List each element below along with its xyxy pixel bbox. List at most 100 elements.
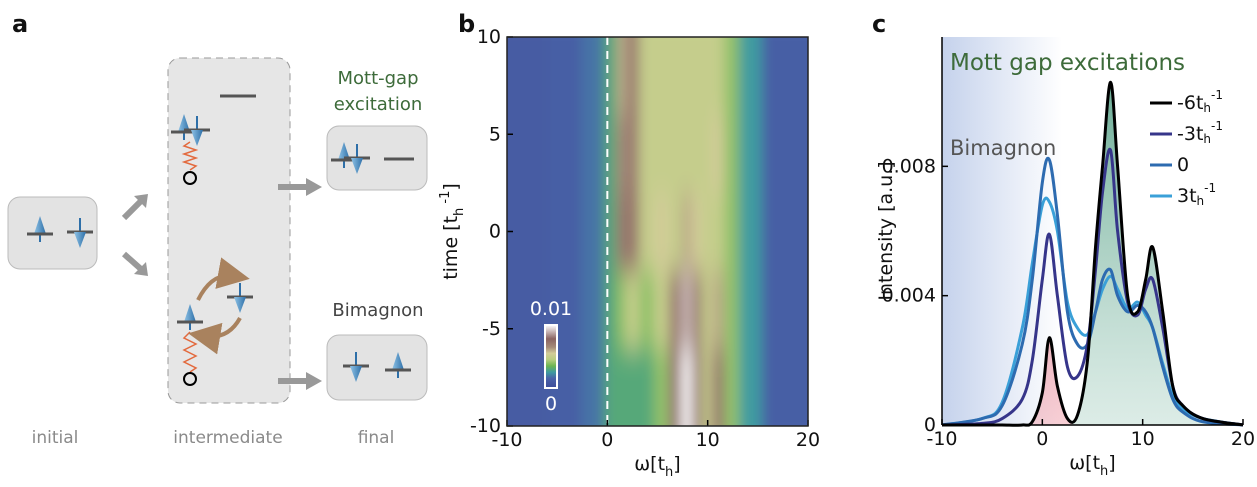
- heat-cell: [724, 269, 742, 350]
- y-tick-label: 10: [477, 26, 501, 48]
- heat-cell: [681, 37, 694, 116]
- heat-cell: [761, 191, 808, 272]
- label-part: h: [1197, 194, 1205, 208]
- heat-cell: [701, 347, 714, 426]
- label-part: -1: [1204, 181, 1216, 195]
- legend-label: -3th-1: [1177, 119, 1223, 146]
- heat-cell: [626, 113, 641, 194]
- colorbar-label: 0: [545, 393, 557, 415]
- heat-cell: [507, 347, 549, 426]
- line: [941, 156, 1244, 427]
- label-part: time [t: [440, 216, 462, 280]
- panel-label: c: [872, 10, 886, 38]
- heat-cell: [638, 269, 656, 350]
- heat-cell: [691, 191, 704, 272]
- heat-cell: [691, 347, 704, 426]
- x-tick-label: 10: [696, 429, 720, 451]
- heat-cell: [653, 37, 672, 116]
- y-tick-label: 0: [489, 221, 501, 243]
- arrow: [122, 251, 144, 273]
- heat-cell: [711, 37, 727, 116]
- heat-cell: [761, 113, 808, 194]
- x-tick-label: 20: [1231, 428, 1255, 450]
- line: [941, 147, 1244, 427]
- heat-cell: [724, 113, 742, 194]
- heat-cell: [638, 347, 656, 426]
- heat-cell: [739, 191, 764, 272]
- heat-cell: [701, 113, 714, 194]
- heat-cell: [739, 113, 764, 194]
- label-part: ω[t: [634, 453, 665, 475]
- heat-cell: [626, 347, 641, 426]
- intermediate-box: [167, 57, 291, 404]
- heat-cell: [669, 269, 684, 350]
- y-tick-label: 0.004: [882, 285, 936, 307]
- heat-cell: [711, 113, 727, 194]
- heat-cell: [581, 269, 606, 350]
- label-part: -1: [1211, 88, 1223, 102]
- x-tick-label: 20: [796, 429, 820, 451]
- heat-cell: [616, 347, 629, 426]
- annotation: Bimagnon: [950, 136, 1056, 160]
- panel-label: b: [458, 10, 475, 38]
- heat-cell: [701, 269, 714, 350]
- legend-label: 3th-1: [1177, 181, 1216, 208]
- label: Mott-gap: [337, 68, 418, 89]
- x-tick-label: -10: [491, 429, 522, 451]
- heat-cell: [653, 347, 672, 426]
- label: excitation: [334, 94, 423, 115]
- heat-cell: [691, 269, 704, 350]
- heat-cell: [739, 347, 764, 426]
- label-part: -6t: [1177, 92, 1203, 114]
- arrow: [121, 197, 145, 221]
- heat-cell: [724, 37, 742, 116]
- heat-cell: [669, 191, 684, 272]
- label-part: h: [452, 208, 467, 216]
- label-part: h: [1203, 132, 1211, 146]
- y-tick-label: 0: [924, 414, 936, 436]
- label-part: -1: [1211, 119, 1223, 133]
- heat-cell: [761, 347, 808, 426]
- heat-cell: [681, 113, 694, 194]
- legend-label: 0: [1177, 154, 1189, 176]
- annotation: Mott gap excitations: [950, 50, 1185, 76]
- heat-cell: [581, 37, 606, 116]
- colorbar: [544, 324, 558, 389]
- heat-cell: [626, 37, 641, 116]
- heat-cell: [761, 37, 808, 116]
- label-part: ]: [673, 453, 680, 475]
- heat-cell: [701, 37, 714, 116]
- heat-cell: [739, 37, 764, 116]
- heat-cell: [616, 113, 629, 194]
- heat-cell: [681, 269, 694, 350]
- heat-cell: [581, 347, 606, 426]
- y-tick-label: -10: [470, 415, 501, 437]
- heat-cell: [653, 191, 672, 272]
- x-tick-label: 10: [1131, 428, 1155, 450]
- stage-label: final: [358, 428, 395, 448]
- panel-label: a: [12, 10, 28, 38]
- stage-label: intermediate: [173, 428, 282, 448]
- label-part: h: [1203, 101, 1211, 115]
- line: [941, 80, 1244, 427]
- diagram: Mott-gap excitation Bimagnon initial int…: [7, 57, 428, 448]
- heat-cell: [669, 113, 684, 194]
- heat-cell: [669, 347, 684, 426]
- area: [1072, 82, 1243, 425]
- y-axis-label: time [th -1]: [438, 183, 467, 280]
- heat-cell: [581, 113, 606, 194]
- heat-cell: [701, 191, 714, 272]
- label-part: ]: [1108, 452, 1115, 474]
- heat-cell: [681, 347, 694, 426]
- final-box: [326, 125, 428, 191]
- heat-cell: [638, 113, 656, 194]
- heat-cell: [711, 191, 727, 272]
- heat-cell: [724, 347, 742, 426]
- heat-cell: [603, 37, 619, 116]
- heat-cell: [616, 269, 629, 350]
- heat-cell: [653, 113, 672, 194]
- x-axis-label: ω[th]: [1069, 452, 1115, 479]
- heat-cell: [653, 269, 672, 350]
- label-part: ω[t: [1069, 452, 1100, 474]
